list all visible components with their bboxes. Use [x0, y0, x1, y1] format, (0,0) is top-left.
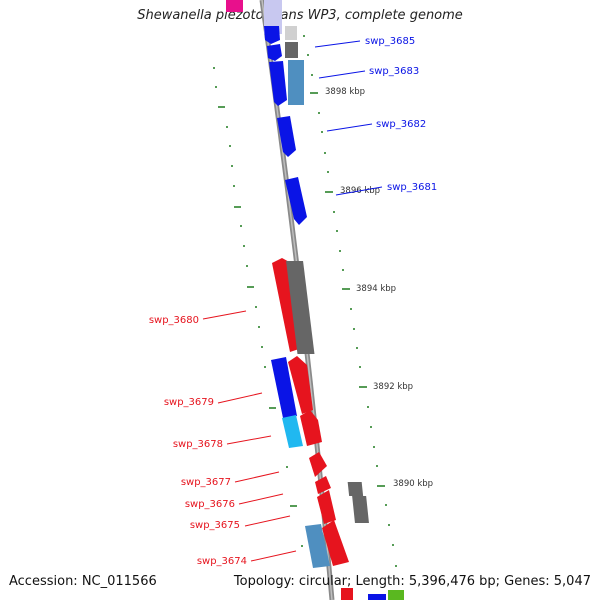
bottom-partial-feature-green [388, 590, 404, 600]
gene-swp-3685 [267, 44, 282, 61]
gc-track-3675 [352, 496, 369, 523]
right-gene-label-lines [314, 40, 383, 196]
gene-label-swp-3676[interactable]: swp_3676 [185, 499, 235, 510]
gene-label-swp-3682[interactable]: swp_3682 [376, 119, 426, 130]
gene-swp-3675 [317, 490, 336, 524]
gc-track-3685 [285, 42, 298, 58]
gene-label-swp-3679[interactable]: swp_3679 [164, 397, 214, 408]
bottom-partial-feature-red [341, 588, 353, 600]
gene-swp-3682 [277, 116, 296, 157]
gene-swp-3674 [322, 520, 349, 566]
gene-label-swp-3678[interactable]: swp_3678 [173, 439, 223, 450]
gc-track-3683 [288, 60, 304, 105]
gene-label-swp-3680[interactable]: swp_3680 [149, 315, 199, 326]
bottom-partial-feature-blue [368, 594, 386, 600]
gene-label-swp-3674[interactable]: swp_3674 [197, 556, 247, 567]
accession-label: Accession: NC_011566 [9, 574, 157, 589]
scale-label-3894: 3894 kbp [356, 284, 396, 294]
gene-label-swp-3681[interactable]: swp_3681 [387, 182, 437, 193]
inner-dotted-ring [303, 35, 397, 567]
top-partial-feature-gray [285, 26, 297, 40]
gene-label-swp-3675[interactable]: swp_3675 [190, 520, 240, 531]
gene-label-swp-3683[interactable]: swp_3683 [369, 66, 419, 77]
left-gene-label-lines [202, 310, 297, 562]
gene-block-top [264, 26, 280, 44]
gene-swp-3681 [285, 177, 307, 225]
gene-swp-3683 [269, 61, 287, 106]
top-partial-feature-magenta [226, 0, 243, 12]
outer-dotted-ring [213, 67, 303, 547]
gene-label-swp-3685[interactable]: swp_3685 [365, 36, 415, 47]
gene-swp-3677 [309, 452, 327, 477]
gc-track-3678 [282, 415, 303, 448]
gc-track-3680 [286, 261, 315, 354]
scale-label-3892: 3892 kbp [373, 382, 413, 392]
gene-label-swp-3677[interactable]: swp_3677 [181, 477, 231, 488]
map-title: Shewanella piezotolerans WP3, complete g… [137, 8, 463, 23]
gc-track-3676 [347, 482, 364, 496]
scale-label-3890: 3890 kbp [393, 479, 433, 489]
genome-stats-label: Topology: circular; Length: 5,396,476 bp… [233, 574, 591, 589]
scale-label-3898: 3898 kbp [325, 87, 365, 97]
gc-track-3674 [305, 524, 330, 568]
gene-swp-3676 [315, 476, 331, 494]
gene-swp-3678 [300, 410, 322, 446]
gc-track-3679 [271, 357, 297, 418]
gene-swp-3679 [288, 356, 313, 414]
top-partial-feature-lavender [264, 0, 282, 34]
